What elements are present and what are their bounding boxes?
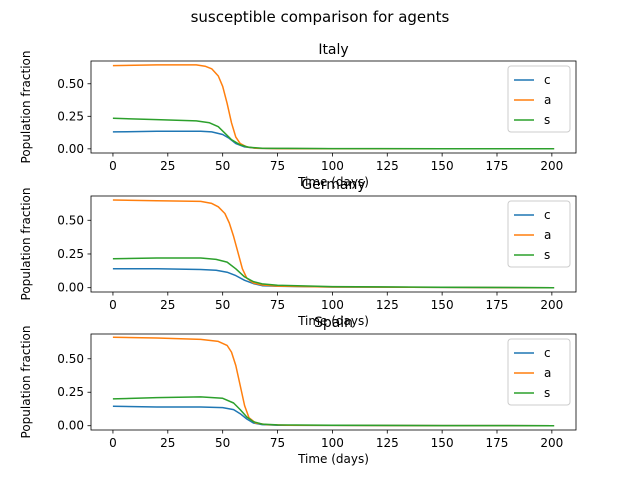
y-tick-label: 0.50 [57,352,84,366]
axes-frame [90,333,577,431]
legend: cas [507,338,571,406]
axes-frame [90,195,577,293]
legend-label-a: a [544,366,551,380]
axes-frame [90,60,577,154]
y-tick-label: 0.25 [57,385,84,399]
legend-label-a: a [544,228,551,242]
series-line-a [112,199,555,289]
x-axis-label: Time (days) [297,314,369,328]
x-tick-label: 75 [270,436,285,450]
x-tick-label: 0 [109,436,117,450]
y-tick-label: 0.50 [57,77,84,91]
legend-label-a: a [544,93,551,107]
x-tick-label: 75 [270,298,285,312]
series-line-c [112,130,555,150]
x-tick-label: 0 [109,298,117,312]
series-line-a [112,336,555,427]
series-line-a [112,64,555,150]
series-line-s [112,257,555,289]
y-tick-label: 0.50 [57,213,84,227]
legend-label-s: s [544,113,550,127]
y-axis-label: Population fraction [19,326,33,439]
x-tick-label: 175 [486,436,509,450]
x-tick-label: 200 [540,298,563,312]
x-tick-label: 0 [109,159,117,173]
legend-box [507,338,571,406]
series-line-s [112,396,555,427]
x-tick-label: 100 [321,298,344,312]
x-tick-label: 25 [160,436,175,450]
subplot-title: Germany [301,177,365,193]
legend: cas [507,65,571,133]
x-tick-label: 200 [540,436,563,450]
x-tick-label: 25 [160,159,175,173]
subplot-title: Italy [318,42,348,58]
legend-label-c: c [544,208,551,222]
y-tick-label: 0.00 [57,419,84,433]
x-tick-label: 150 [431,436,454,450]
x-axis-label: Time (days) [297,175,369,189]
series-line-s [112,117,555,150]
subplot-germany: Germany 0 25 50 75 100 125 150 175 200 0.00 0.25 0.5… [19,177,577,328]
legend-box [507,65,571,133]
y-tick-label: 0.25 [57,247,84,261]
legend-label-c: c [544,346,551,360]
figure-title: susceptible comparison for agents [191,8,450,26]
subplot-italy: Italy 0 25 50 75 100 125 150 175 200 0.00 0.25 0.50 T… [19,42,577,189]
y-tick-label: 0.00 [57,142,84,156]
legend-label-s: s [544,248,550,262]
y-tick-label: 0.25 [57,109,84,123]
series-line-c [112,405,555,427]
legend-box [507,200,571,268]
x-tick-label: 150 [431,159,454,173]
x-tick-label: 50 [215,159,230,173]
x-tick-label: 175 [486,159,509,173]
y-tick-label: 0.00 [57,281,84,295]
subplot-title: Spain [314,315,353,331]
x-tick-label: 100 [321,159,344,173]
legend: cas [507,200,571,268]
legend-label-s: s [544,386,550,400]
y-axis-label: Population fraction [19,188,33,301]
x-tick-label: 50 [215,436,230,450]
x-tick-label: 75 [270,159,285,173]
x-tick-label: 125 [376,159,399,173]
x-tick-label: 25 [160,298,175,312]
legend-label-c: c [544,73,551,87]
series-line-c [112,268,555,289]
x-tick-label: 150 [431,298,454,312]
subplots: Italy 0 25 50 75 100 125 150 175 200 0.00 0.25 0.50 T… [19,42,577,466]
x-tick-label: 125 [376,436,399,450]
y-axis-label: Population fraction [19,51,33,164]
x-tick-label: 100 [321,436,344,450]
subplot-spain: Spain 0 25 50 75 100 125 150 175 200 0.00 0.25 0.50 T… [19,315,577,466]
x-axis-label: Time (days) [297,452,369,466]
x-tick-label: 200 [540,159,563,173]
x-tick-label: 125 [376,298,399,312]
x-tick-label: 175 [486,298,509,312]
x-tick-label: 50 [215,298,230,312]
